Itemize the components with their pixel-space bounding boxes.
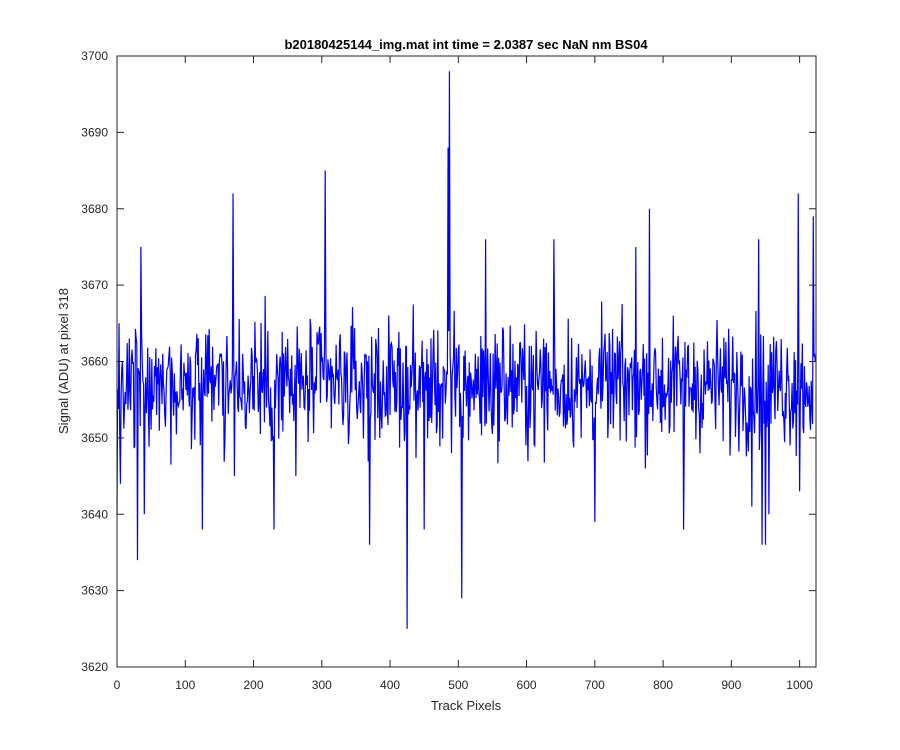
y-tick-label: 3650 <box>81 431 108 445</box>
y-axis-ticks: 3620 3630 3640 3650 3660 3670 3680 3690 3700 <box>81 49 816 674</box>
series-layer <box>116 71 816 629</box>
x-tick-label: 100 <box>175 678 195 692</box>
x-tick-label: 500 <box>448 678 468 692</box>
y-tick-label: 3660 <box>81 355 108 369</box>
x-tick-label: 400 <box>380 678 400 692</box>
x-tick-label: 700 <box>585 678 605 692</box>
y-axis-title: Signal (ADU) at pixel 318 <box>56 288 71 434</box>
y-tick-label: 3670 <box>81 278 108 292</box>
chart-title: b20180425144_img.mat int time = 2.0387 s… <box>284 37 648 52</box>
x-tick-label: 800 <box>653 678 673 692</box>
x-tick-label: 1000 <box>786 678 813 692</box>
y-tick-label: 3690 <box>81 125 108 139</box>
series-line <box>116 71 816 629</box>
y-tick-label: 3680 <box>81 202 108 216</box>
x-axis-ticks: 0 100 200 300 400 500 600 700 800 900 1000 <box>114 56 813 692</box>
x-tick-label: 900 <box>721 678 741 692</box>
y-tick-label: 3630 <box>81 584 108 598</box>
y-tick-label: 3620 <box>81 660 108 674</box>
x-tick-label: 0 <box>114 678 121 692</box>
y-tick-label: 3640 <box>81 507 108 521</box>
x-tick-label: 300 <box>312 678 332 692</box>
x-tick-label: 600 <box>517 678 537 692</box>
x-tick-label: 200 <box>244 678 264 692</box>
x-axis-title: Track Pixels <box>431 698 502 713</box>
y-tick-label: 3700 <box>81 49 108 63</box>
